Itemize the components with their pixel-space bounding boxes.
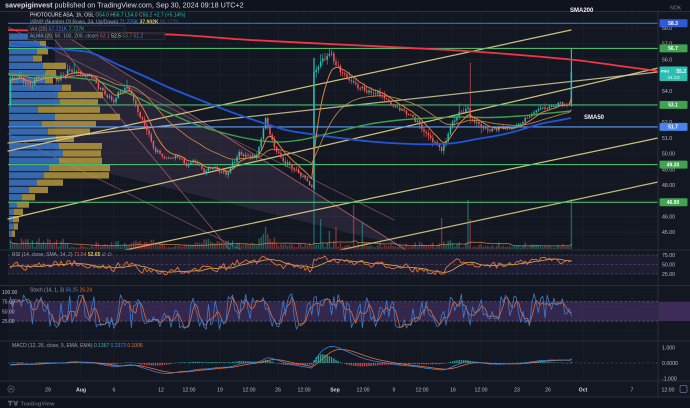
svg-text:12:00: 12:00 — [475, 388, 488, 394]
svg-text:Oct: Oct — [579, 388, 588, 394]
svg-text:56.0: 56.0 — [662, 57, 672, 63]
svg-text:16: 16 — [450, 388, 456, 394]
svg-text:45.00: 45.00 — [662, 230, 675, 236]
svg-text:51.7: 51.7 — [668, 125, 678, 131]
svg-text:100.00: 100.00 — [2, 290, 18, 296]
svg-text:48.00: 48.00 — [662, 183, 675, 189]
svg-text:TradingView: TradingView — [21, 401, 56, 407]
svg-text:12:00: 12:00 — [298, 388, 311, 394]
svg-text:PHOTOCURE ASA, 1h, OSL O54.0 H: PHOTOCURE ASA, 1h, OSL O54.0 H56.7 L54.0… — [30, 13, 186, 19]
svg-text:19: 19 — [217, 388, 223, 394]
svg-text:58.3: 58.3 — [668, 21, 678, 27]
svg-text:ALMA (20, 50, 100, 200, close): ALMA (20, 50, 100, 200, close) 52.1 52.5… — [30, 34, 143, 40]
svg-text:Sep: Sep — [330, 388, 340, 394]
svg-text:12:00: 12:00 — [243, 388, 256, 394]
svg-text:53.1: 53.1 — [668, 103, 678, 109]
svg-text:26: 26 — [545, 388, 551, 394]
svg-text:7: 7 — [631, 388, 634, 394]
svg-text:0.0000: 0.0000 — [662, 361, 678, 367]
svg-text:54.0: 54.0 — [662, 89, 672, 95]
svg-text:Stoch (14, 1, 3) 56.25 26.24: Stoch (14, 1, 3) 56.25 26.24 — [30, 288, 92, 294]
svg-text:RSI (14, close, SMA, 14, 2) 71: RSI (14, close, SMA, 14, 2) 71.54 52.65 … — [12, 252, 112, 258]
svg-text:NOK: NOK — [670, 6, 682, 12]
svg-text:50.00: 50.00 — [662, 263, 675, 269]
svg-text:VRVP (Number Of Rows, 24, Up/D: VRVP (Number Of Rows, 24, Up/Down) 71.27… — [30, 20, 179, 26]
svg-text:49.30: 49.30 — [667, 162, 680, 168]
svg-text:46.00: 46.00 — [662, 214, 675, 220]
svg-text:26: 26 — [275, 388, 281, 394]
svg-text:PHO: PHO — [661, 70, 669, 74]
svg-text:50.00: 50.00 — [662, 152, 675, 158]
svg-text:-1.000: -1.000 — [662, 377, 677, 383]
svg-text:SMA200: SMA200 — [570, 8, 594, 14]
svg-text:51.0: 51.0 — [662, 136, 672, 142]
svg-text:56.7: 56.7 — [668, 46, 678, 52]
svg-text:savepiginvest published on Tra: savepiginvest published on TradingView.c… — [5, 1, 244, 10]
svg-text:12:00: 12:00 — [183, 388, 196, 394]
svg-text:25.00: 25.00 — [662, 272, 675, 278]
svg-text:6: 6 — [113, 388, 116, 394]
svg-text:75.00: 75.00 — [662, 253, 675, 259]
svg-text:Aug: Aug — [76, 388, 86, 394]
svg-text:12:00: 12:00 — [662, 388, 675, 394]
svg-text:MACD (12, 26, close, 9, EMA, E: MACD (12, 26, close, 9, EMA, EMA) 0.1367… — [12, 343, 143, 349]
svg-text:12: 12 — [158, 388, 164, 394]
svg-text:41:23: 41:23 — [667, 75, 679, 81]
svg-text:SMA50: SMA50 — [584, 115, 605, 121]
svg-text:46.90: 46.90 — [667, 200, 680, 206]
svg-text:1.000: 1.000 — [662, 346, 675, 352]
svg-text:29: 29 — [45, 388, 51, 394]
svg-text:50.00: 50.00 — [2, 309, 15, 315]
svg-text:12:00: 12:00 — [357, 388, 370, 394]
svg-text:23: 23 — [514, 388, 520, 394]
svg-text:9: 9 — [393, 388, 396, 394]
svg-text:Vol (20) 57.721K 7.727K: Vol (20) 57.721K 7.727K — [30, 27, 85, 33]
svg-text:49.00: 49.00 — [662, 167, 675, 173]
svg-text:75.00: 75.00 — [2, 300, 15, 306]
svg-text:12:00: 12:00 — [416, 388, 429, 394]
svg-text:55.2: 55.2 — [676, 69, 686, 75]
svg-text:25.00: 25.00 — [2, 319, 15, 325]
svg-text:58.0: 58.0 — [662, 26, 672, 32]
